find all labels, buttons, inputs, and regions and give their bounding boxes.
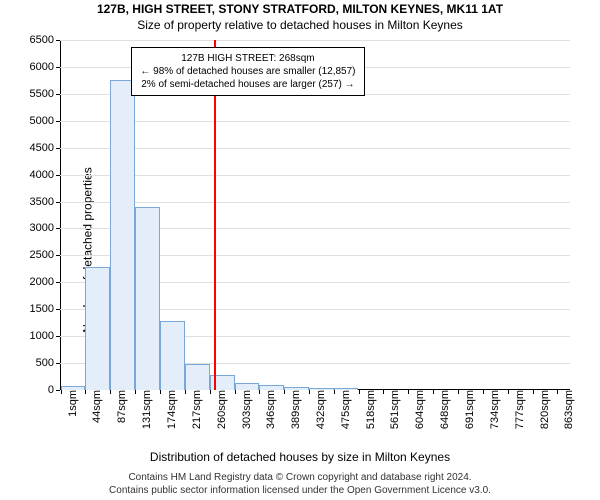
- xtick-label: 131sqm: [135, 390, 153, 429]
- xtick-label: 820sqm: [533, 390, 551, 429]
- xtick-label: 44sqm: [85, 390, 103, 423]
- xtick-label: 777sqm: [508, 390, 526, 429]
- annotation-line-3: 2% of semi-detached houses are larger (2…: [140, 78, 355, 91]
- attribution-line-2: Contains public sector information licen…: [109, 485, 491, 496]
- ytick-label: 2500: [30, 249, 60, 261]
- gridline: [60, 148, 570, 149]
- x-axis-label: Distribution of detached houses by size …: [0, 450, 600, 464]
- histogram-bar: [235, 383, 260, 390]
- histogram-bar: [185, 364, 210, 390]
- xtick-label: 389sqm: [284, 390, 302, 429]
- histogram-bar: [85, 267, 110, 390]
- annotation-line-2: ← 98% of detached houses are smaller (12…: [140, 65, 355, 78]
- ytick-label: 2000: [30, 276, 60, 288]
- xtick-label: 303sqm: [235, 390, 253, 429]
- ytick-label: 5500: [30, 88, 60, 100]
- xtick-label: 863sqm: [557, 390, 575, 429]
- ytick-label: 3500: [30, 196, 60, 208]
- xtick-label: 475sqm: [334, 390, 352, 429]
- ytick-label: 5000: [30, 115, 60, 127]
- histogram-bar: [135, 207, 160, 390]
- ytick-label: 3000: [30, 222, 60, 234]
- chart-subtitle: Size of property relative to detached ho…: [0, 18, 600, 32]
- xtick-label: 734sqm: [483, 390, 501, 429]
- plot-area: 0500100015002000250030003500400045005000…: [60, 40, 570, 390]
- xtick-label: 1sqm: [61, 390, 79, 417]
- histogram-bar: [110, 80, 135, 390]
- xtick-label: 87sqm: [110, 390, 128, 423]
- xtick-label: 604sqm: [408, 390, 426, 429]
- annotation-box: 127B HIGH STREET: 268sqm ← 98% of detach…: [131, 47, 364, 96]
- ytick-label: 500: [36, 357, 60, 369]
- annotation-line-1: 127B HIGH STREET: 268sqm: [140, 52, 355, 65]
- ytick-label: 6000: [30, 61, 60, 73]
- ytick-label: 6500: [30, 34, 60, 46]
- xtick-label: 432sqm: [309, 390, 327, 429]
- xtick-label: 174sqm: [160, 390, 178, 429]
- gridline: [60, 202, 570, 203]
- chart-title: 127B, HIGH STREET, STONY STRATFORD, MILT…: [0, 2, 600, 16]
- ytick-label: 4500: [30, 142, 60, 154]
- gridline: [60, 40, 570, 41]
- ytick-label: 0: [48, 384, 60, 396]
- xtick-label: 346sqm: [259, 390, 277, 429]
- gridline: [60, 175, 570, 176]
- histogram-bar: [160, 321, 185, 390]
- gridline: [60, 121, 570, 122]
- xtick-label: 691sqm: [458, 390, 476, 429]
- xtick-label: 561sqm: [383, 390, 401, 429]
- xtick-label: 217sqm: [185, 390, 203, 429]
- attribution-line-1: Contains HM Land Registry data © Crown c…: [128, 472, 471, 483]
- ytick-label: 1500: [30, 303, 60, 315]
- ytick-label: 1000: [30, 330, 60, 342]
- xtick-label: 518sqm: [359, 390, 377, 429]
- xtick-label: 648sqm: [433, 390, 451, 429]
- attribution-text: Contains HM Land Registry data © Crown c…: [0, 471, 600, 497]
- ytick-label: 4000: [30, 169, 60, 181]
- xtick-label: 260sqm: [210, 390, 228, 429]
